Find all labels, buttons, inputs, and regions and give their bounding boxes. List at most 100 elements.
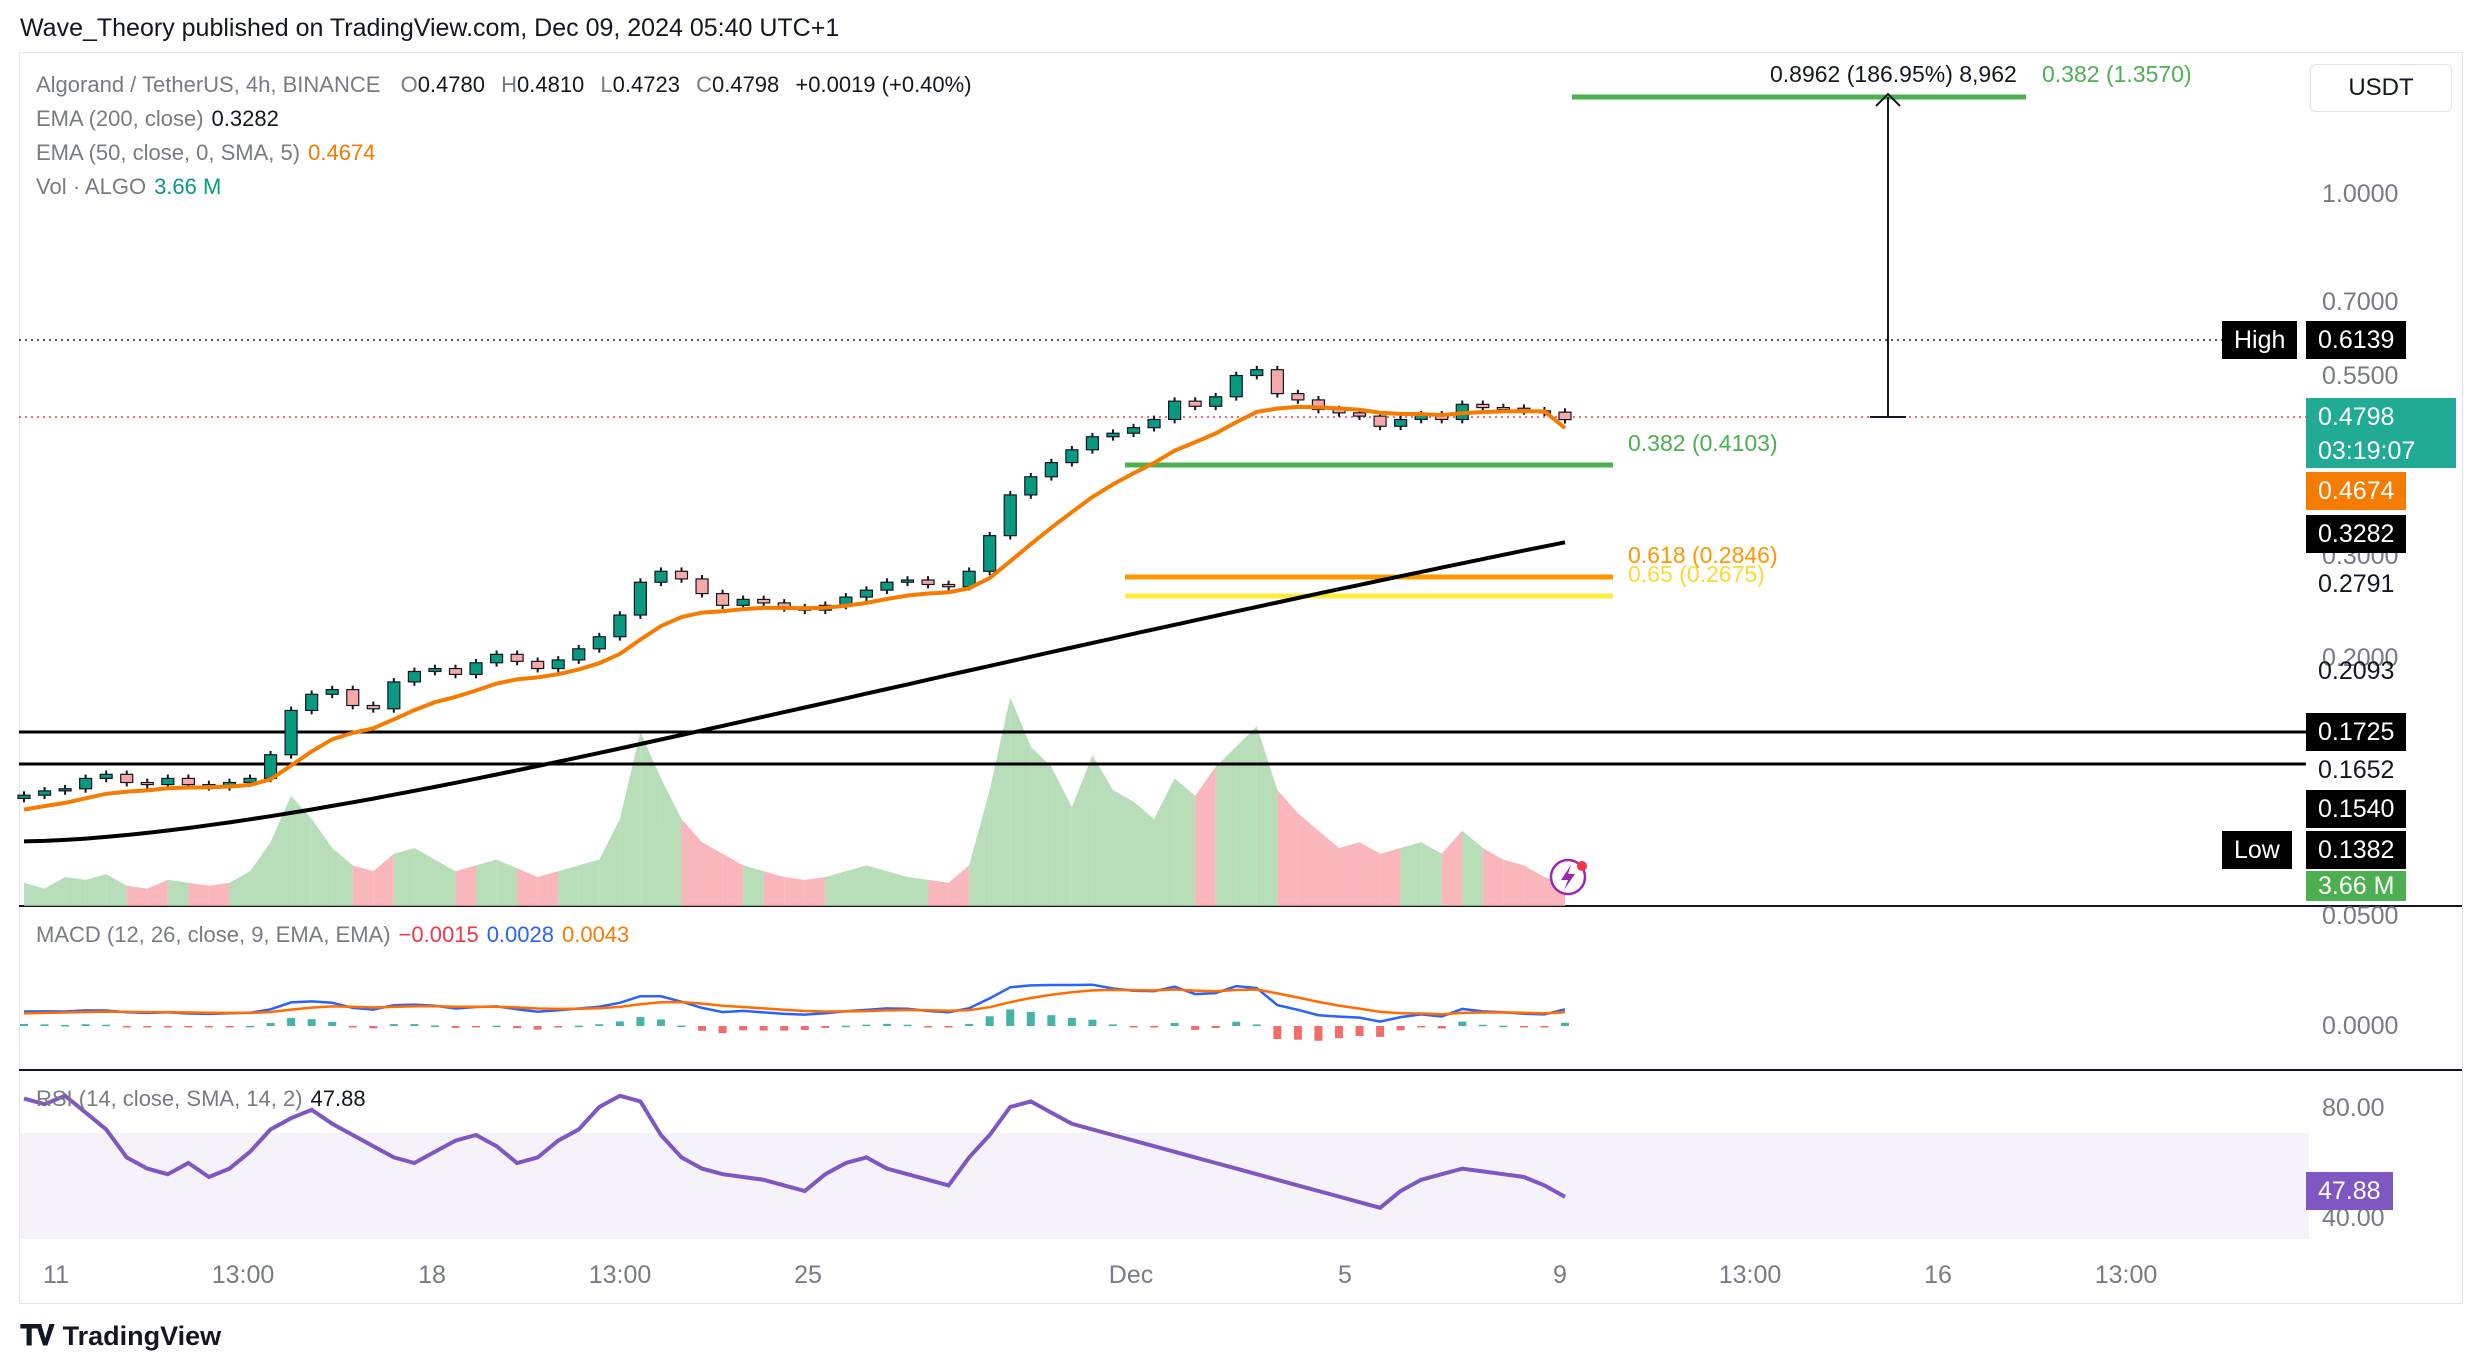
volume-segment	[393, 848, 415, 906]
macd-histogram-bar	[20, 1023, 28, 1026]
legend-c-label: C	[696, 72, 712, 97]
macd-histogram-bar	[102, 1024, 111, 1027]
volume-segment	[1133, 801, 1155, 906]
legend-vol-value: 3.66 M	[154, 174, 222, 199]
candle	[79, 774, 93, 793]
macd-histogram-bar	[61, 1024, 70, 1027]
last-price-tag: 0.4798 03:19:07	[2306, 398, 2456, 468]
macd-histogram-bar	[698, 1026, 707, 1031]
macd-histogram-bar	[1273, 1026, 1282, 1040]
candle	[58, 784, 72, 795]
volume-segment	[578, 859, 600, 906]
candle	[140, 778, 154, 789]
chart-frame	[19, 52, 2463, 1304]
time-axis-label: 18	[418, 1261, 446, 1289]
candle	[17, 791, 31, 803]
macd-histogram-bar	[163, 1026, 172, 1028]
volume-segment	[270, 795, 292, 906]
candle	[510, 650, 524, 666]
fib-382-label: 0.382 (0.4103)	[1628, 430, 1778, 456]
volume-segment	[743, 865, 764, 906]
candle	[1126, 423, 1141, 438]
fib-65-label: 0.65 (0.2675)	[1628, 561, 1765, 587]
rsi-line	[23, 1093, 1566, 1211]
macd-histogram-bar	[184, 1026, 193, 1028]
price-axis-label: 1.0000	[2322, 180, 2398, 208]
level-tag: 0.2791	[2318, 570, 2395, 598]
candle	[1250, 365, 1264, 380]
volume-segment	[291, 795, 312, 906]
volume-segment	[1071, 755, 1093, 906]
publisher-line: Wave_Theory published on TradingView.com…	[20, 14, 840, 42]
macd-histogram-bar	[410, 1024, 419, 1026]
volume-segment	[1338, 842, 1360, 906]
volume-segment	[1297, 813, 1319, 906]
candle	[983, 531, 997, 576]
legend-ema200: EMA (200, close) 0.3282	[36, 106, 279, 132]
time-axis-label: 9	[1553, 1261, 1567, 1289]
legend-ema200-value: 0.3282	[211, 106, 279, 131]
candle	[695, 575, 709, 598]
macd-histogram-bar	[800, 1026, 809, 1031]
candle	[325, 685, 339, 699]
candle	[921, 576, 935, 589]
volume-tag: 3.66 M	[2306, 871, 2407, 901]
macd-histogram-bar	[636, 1017, 645, 1026]
volume-area	[24, 697, 1565, 906]
macd-histogram-bar	[1047, 1015, 1056, 1026]
candle	[448, 664, 463, 679]
candle	[387, 678, 401, 713]
macd-line	[23, 983, 1566, 1023]
legend-open: 0.4780	[417, 72, 485, 97]
currency-button[interactable]: USDT	[2310, 64, 2452, 112]
volume-segment	[722, 853, 744, 906]
macd-histogram-bar	[1396, 1026, 1405, 1031]
volume-segment	[1380, 848, 1401, 906]
tradingview-logo[interactable]: 𝐓𝐕 TradingView	[20, 1320, 221, 1353]
legend-vol-label: Vol · ALGO	[36, 174, 147, 199]
macd-axis-label: 0.0000	[2322, 1012, 2398, 1040]
macd-histogram-bar	[944, 1026, 953, 1028]
candle	[37, 787, 52, 800]
legend-macd-line: 0.0028	[486, 922, 554, 947]
macd-histogram-bar	[1314, 1026, 1323, 1041]
volume-segment	[1503, 859, 1524, 906]
volume-segment	[1112, 790, 1134, 906]
candle	[1106, 429, 1120, 441]
macd-histogram-bar	[348, 1026, 357, 1028]
volume-segment	[640, 732, 661, 906]
volume-segment	[1421, 842, 1442, 906]
candle	[1065, 445, 1079, 467]
volume-segment	[558, 865, 579, 906]
volume-segment	[1400, 842, 1422, 906]
volume-segment	[619, 732, 641, 906]
macd-histogram-bar	[40, 1024, 49, 1026]
macd-histogram-bar	[656, 1019, 665, 1026]
macd-histogram-bar	[1232, 1021, 1241, 1026]
volume-segment	[845, 865, 867, 906]
candle	[1311, 396, 1326, 414]
candle	[613, 611, 627, 641]
macd-histogram-bar	[1376, 1026, 1385, 1037]
volume-segment	[147, 879, 168, 906]
volume-segment	[969, 790, 990, 906]
macd-histogram-bar	[122, 1026, 131, 1028]
macd-histogram-bar	[287, 1018, 296, 1026]
macd-histogram-bar	[204, 1026, 213, 1028]
level-tag: 0.2093	[2318, 657, 2395, 685]
macd-histogram-bar	[225, 1026, 234, 1028]
macd-histogram-bar	[759, 1026, 768, 1031]
alert-lightning-icon[interactable]	[1549, 858, 1587, 896]
volume-segment	[1482, 848, 1504, 906]
volume-segment	[414, 848, 435, 906]
macd-histogram-bar	[718, 1026, 727, 1034]
volume-segment	[44, 877, 66, 906]
candle	[1024, 472, 1038, 499]
volume-segment	[208, 882, 230, 906]
volume-segment	[660, 778, 682, 906]
volume-segment	[1030, 746, 1052, 906]
macd-histogram-bar	[307, 1019, 316, 1026]
macd-histogram-bar	[1478, 1024, 1487, 1027]
macd-histogram-bar	[1561, 1022, 1569, 1026]
